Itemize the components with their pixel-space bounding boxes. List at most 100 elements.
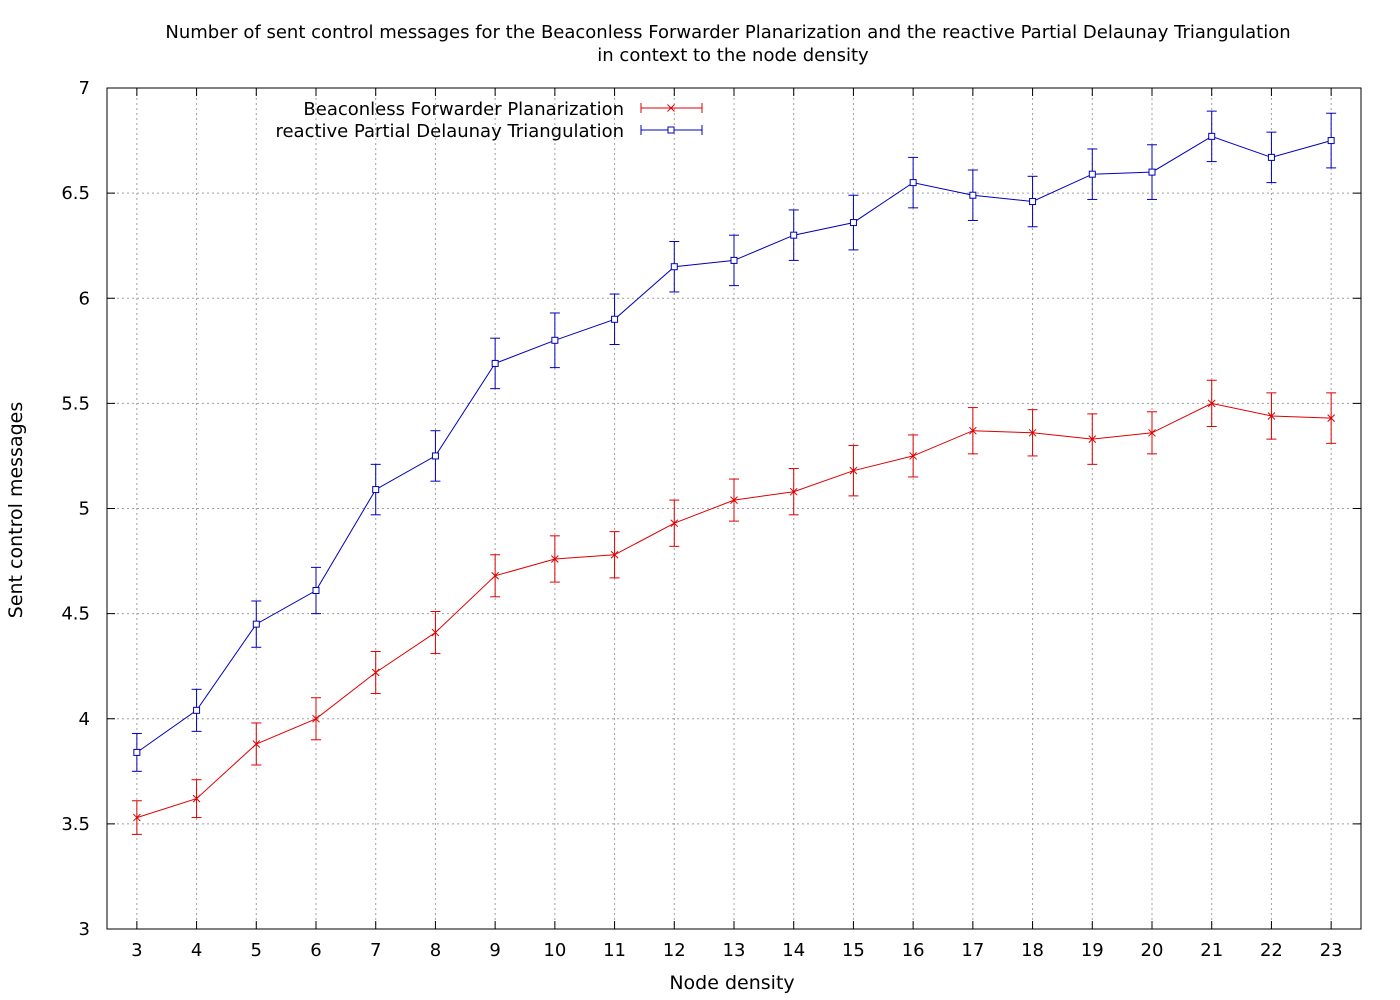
data-point-stroke: [730, 496, 738, 504]
data-point: [551, 555, 559, 563]
legend-sample-marker: [667, 104, 675, 112]
data-point: [252, 740, 261, 748]
data-point: [431, 452, 439, 460]
y-tick-label: 6: [79, 288, 90, 309]
legend-sample-marker-stroke: [667, 104, 675, 112]
data-point: [790, 231, 798, 239]
data-point-stroke: [670, 519, 679, 528]
series-layer: [131, 110, 1337, 835]
x-tick-label: 7: [370, 940, 381, 961]
data-point-stroke: [252, 740, 261, 748]
series-2: [131, 110, 1337, 772]
x-tick-label: 23: [1320, 940, 1343, 961]
y-tick-label: 6.5: [61, 183, 90, 204]
x-tick-label: 11: [603, 940, 626, 961]
data-point-stroke: [789, 487, 798, 496]
data-point-stroke: [491, 571, 499, 580]
y-tick-label: 3.5: [61, 814, 90, 835]
x-axis-label: Node density: [669, 972, 794, 994]
x-tick-label: 3: [131, 940, 142, 961]
data-point: [312, 714, 320, 723]
data-point-stroke: [1267, 412, 1276, 420]
data-point: [969, 426, 977, 435]
data-point: [611, 315, 619, 323]
data-point-stroke: [1327, 414, 1335, 422]
data-point-stroke: [551, 555, 559, 563]
x-tick-label: 6: [310, 940, 321, 961]
x-tick-label: 21: [1200, 940, 1223, 961]
data-point: [372, 486, 380, 494]
data-point: [789, 487, 798, 496]
data-point: [1208, 132, 1216, 140]
legend: Beaconless Forwarder Planarization react…: [275, 99, 703, 142]
data-point-stroke: [371, 668, 380, 677]
data-point-stroke: [312, 714, 320, 723]
legend-sample-2: [640, 125, 703, 135]
x-tick-label: 12: [663, 940, 686, 961]
data-point: [730, 496, 738, 504]
data-point-stroke: [1088, 435, 1097, 443]
data-point: [252, 620, 260, 628]
data-point: [670, 519, 679, 528]
data-point: [730, 256, 738, 264]
x-tick-label: 5: [251, 940, 262, 961]
data-point: [371, 668, 380, 677]
data-point: [1327, 137, 1335, 145]
chart-title: Number of sent control messages for the …: [165, 22, 1290, 43]
legend-sample-1: [640, 103, 703, 113]
data-point-stroke: [431, 628, 440, 637]
data-point-stroke: [1028, 428, 1037, 437]
data-point-stroke: [969, 426, 977, 435]
data-point: [909, 452, 917, 460]
x-tick-label: 16: [902, 940, 925, 961]
x-tick-label: 13: [723, 940, 746, 961]
data-point: [312, 586, 320, 594]
data-point: [1088, 435, 1097, 443]
data-point: [192, 794, 201, 803]
data-point-stroke: [1207, 399, 1216, 408]
data-point: [1148, 428, 1156, 437]
data-point-stroke: [849, 466, 858, 475]
data-point: [551, 336, 559, 344]
data-point: [1327, 414, 1335, 422]
data-point: [133, 813, 141, 822]
x-tick-label: 22: [1260, 940, 1283, 961]
axis-ticks: [107, 87, 1361, 930]
data-point: [1148, 168, 1156, 176]
y-tick-label: 7: [79, 78, 90, 99]
tick-labels: 3 4 5 6 7 8 9 10 11 12 13 14 15 16 17 18 19 20 21 22 23 3 3.5 4…: [61, 78, 1342, 961]
data-point: [1028, 428, 1037, 437]
y-axis-label: Sent control messages: [5, 402, 27, 618]
data-point-stroke: [192, 794, 201, 803]
x-tick-label: 19: [1081, 940, 1104, 961]
y-tick-label: 5.5: [61, 393, 90, 414]
data-point-stroke: [610, 550, 619, 559]
legend-sample-marker: [667, 126, 675, 134]
legend-label-rpdt: reactive Partial Delaunay Triangulation: [275, 121, 624, 142]
data-point: [909, 179, 917, 187]
x-tick-label: 20: [1141, 940, 1164, 961]
series-1: [131, 379, 1337, 835]
x-tick-label: 14: [782, 940, 805, 961]
legend-samples: [640, 103, 703, 135]
y-tick-label: 3: [79, 919, 90, 940]
x-tick-label: 4: [191, 940, 202, 961]
x-tick-label: 8: [430, 940, 441, 961]
y-tick-label: 5: [79, 499, 90, 520]
y-tick-label: 4: [79, 709, 90, 730]
data-point: [133, 748, 141, 756]
data-point: [670, 263, 678, 271]
legend-label-bfp: Beaconless Forwarder Planarization: [303, 99, 624, 120]
data-point: [491, 359, 499, 367]
data-point: [610, 550, 619, 559]
x-tick-label: 18: [1021, 940, 1044, 961]
data-point-stroke: [909, 452, 917, 460]
data-point: [1207, 399, 1216, 408]
data-point: [1029, 198, 1037, 206]
data-point: [491, 571, 499, 580]
data-point-stroke: [133, 813, 141, 822]
data-point: [1267, 153, 1275, 161]
y-tick-label: 4.5: [61, 604, 90, 625]
data-point-stroke: [1148, 428, 1156, 437]
